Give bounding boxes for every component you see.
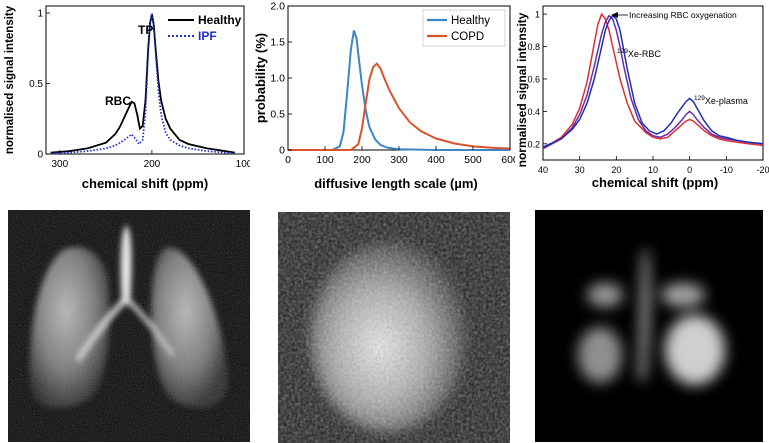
series-line-trace-3 xyxy=(542,14,764,148)
plot-frame xyxy=(542,5,764,161)
series-line-copd xyxy=(288,62,511,151)
x-tick-label: 40 xyxy=(538,165,548,175)
x-tick-label: 100 xyxy=(316,154,334,166)
annotation-tp: TP xyxy=(138,23,153,37)
y-axis-label: normalised signal intensity xyxy=(4,5,16,154)
lung-ventilation-mri-icon xyxy=(8,210,250,442)
lung-rbc-image xyxy=(535,210,763,442)
x-tick-label: 400 xyxy=(427,154,445,166)
x-tick-label: 10 xyxy=(648,165,658,175)
y-tick-label: 0.5 xyxy=(29,79,43,90)
x-tick-label: 0 xyxy=(687,165,692,175)
lung-diffusion-map-icon xyxy=(278,212,510,443)
x-tick-label: 300 xyxy=(51,159,68,170)
oxygenation-arrow xyxy=(611,12,628,18)
y-tick-label: 0 xyxy=(279,145,285,157)
lung-diffusion-image xyxy=(278,212,510,443)
legend-label-healthy: Healthy xyxy=(198,13,242,27)
y-axis-label: probability (%) xyxy=(253,33,268,123)
x-tick-label: 300 xyxy=(390,154,408,166)
chart-diffusive-length-scale: 0 100 200 300 400 500 600 0 0.5 1.0 1.5 2.0 diffusi… xyxy=(253,1,515,192)
x-tick-label: 100 xyxy=(236,159,250,170)
x-tick-label: 30 xyxy=(575,165,585,175)
series-line-trace-2 xyxy=(542,14,764,150)
legend-label-copd: COPD xyxy=(451,31,484,43)
chart-spectra-healthy-ipf: 300 200 100 0 0.5 1 chemical shift (ppm) norm… xyxy=(4,5,250,191)
series-line-ipf xyxy=(50,12,235,155)
lung-rbc-gas-exchange-icon xyxy=(535,210,763,442)
lung-ventilation-image xyxy=(8,210,250,442)
y-tick-label: 1 xyxy=(37,9,43,20)
y-tick-label: 0.6 xyxy=(527,74,540,84)
y-tick-label: 0.8 xyxy=(527,42,540,52)
x-tick-label: -20 xyxy=(756,165,769,175)
x-tick-label: 20 xyxy=(611,165,621,175)
x-axis-label: chemical shift (ppm) xyxy=(82,176,208,191)
series-line-healthy xyxy=(288,30,510,151)
x-axis-label: chemical shift (ppm) xyxy=(592,175,718,190)
annotation-oxygenation: Increasing RBC oxygenation xyxy=(629,10,737,20)
annotation-xe-plasma: 129Xe-plasma xyxy=(694,95,748,106)
chart-rbc-oxygenation-spectra: 40 30 20 10 0 -10 -20 0.2 0.4 0.6 0.8 1 chemical sh… xyxy=(515,5,769,190)
x-tick-label: 200 xyxy=(353,154,371,166)
legend-label-healthy: Healthy xyxy=(451,15,490,27)
x-tick-label: 200 xyxy=(144,159,161,170)
y-tick-label: 1.5 xyxy=(270,37,285,49)
x-tick-label: 600 xyxy=(501,154,515,166)
y-tick-label: 0 xyxy=(37,150,43,161)
annotation-xe-rbc: 129Xe-RBC xyxy=(617,48,661,59)
y-tick-label: 0.5 xyxy=(270,109,285,121)
x-tick-label: 500 xyxy=(464,154,482,166)
x-axis-label: diffusive length scale (µm) xyxy=(314,176,478,191)
y-tick-label: 1.0 xyxy=(270,73,285,85)
plot-frame xyxy=(45,5,245,155)
x-tick-label: -10 xyxy=(720,165,733,175)
series-line-trace-1 xyxy=(542,12,764,150)
legend: Healthy COPD xyxy=(422,9,506,47)
y-tick-label: 2.0 xyxy=(270,1,285,13)
y-tick-label: 0.4 xyxy=(527,107,540,117)
legend: Healthy IPF xyxy=(168,13,242,43)
annotation-rbc: RBC xyxy=(105,94,131,108)
y-tick-label: 1 xyxy=(535,10,540,20)
y-tick-label: 0.2 xyxy=(527,139,540,149)
legend-box xyxy=(422,9,506,47)
legend-label-ipf: IPF xyxy=(198,29,217,43)
x-tick-label: 0 xyxy=(285,154,291,166)
y-axis-label: normalised signal intensity xyxy=(515,12,529,167)
